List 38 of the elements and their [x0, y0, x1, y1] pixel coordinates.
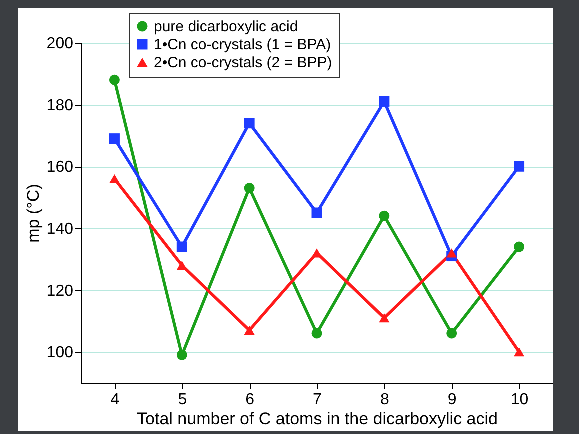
x-tick-label: 10 [510, 392, 529, 408]
y-axis-title: mp (°C) [24, 184, 43, 243]
point [176, 350, 188, 360]
legend-label: pure dicarboxylic acid [154, 18, 298, 36]
point [312, 328, 322, 339]
x-tick-label: 5 [178, 392, 188, 408]
point [244, 326, 255, 335]
point [514, 161, 525, 172]
x-tick-label: 4 [110, 392, 120, 408]
point [312, 208, 322, 218]
legend-label: 2•Cn co-crystals (2 = BPP) [154, 54, 332, 72]
point [109, 174, 120, 184]
y-tick-label: 200 [46, 36, 74, 52]
x-tick-label: 8 [380, 392, 390, 408]
y-tick-label: 180 [46, 97, 74, 114]
point [514, 348, 525, 357]
point [244, 118, 255, 129]
point [109, 134, 120, 144]
x-tick-label: 9 [448, 392, 457, 408]
x-axis-title: Total number of C atoms in the dicarboxylic acid [137, 410, 498, 428]
point [312, 248, 322, 258]
y-tick-label: 120 [46, 282, 74, 300]
legend-label: 1•Cn co-crystals (1 = BPA) [154, 36, 332, 54]
x-tick-label: 7 [313, 392, 322, 408]
x-tick-label: 6 [246, 392, 255, 408]
y-tick-label: 160 [46, 159, 74, 176]
point [244, 183, 255, 194]
point [446, 328, 458, 339]
point [176, 242, 188, 252]
point [379, 96, 390, 107]
point [514, 242, 525, 252]
point [176, 261, 188, 270]
y-tick-label: 100 [46, 344, 74, 362]
y-tick-label: 140 [46, 220, 74, 238]
point [446, 248, 458, 258]
point [379, 314, 390, 323]
point [379, 210, 390, 222]
point [109, 74, 120, 86]
